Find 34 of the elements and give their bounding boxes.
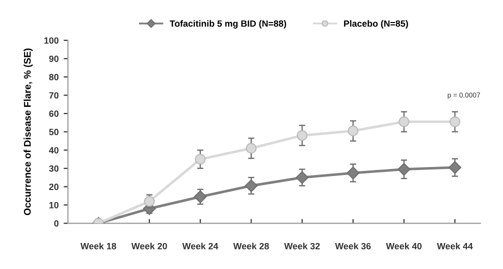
y-tick-label: 30: [49, 165, 59, 172]
point: [346, 166, 360, 180]
x-tick-label: Week 20: [131, 242, 167, 250]
point: [194, 154, 206, 165]
y-tick-label: 10: [49, 202, 59, 208]
x-tick-label: Week 36: [335, 242, 371, 250]
x-tick-label: Week 40: [386, 242, 422, 250]
x-tick-label: Week 32: [284, 242, 320, 250]
point: [296, 130, 308, 141]
y-tick-label: 100: [44, 37, 59, 44]
y-tick-label: 70: [49, 92, 59, 99]
y-tick-label: 60: [49, 110, 59, 117]
point: [244, 179, 258, 192]
point: [296, 171, 309, 184]
point: [448, 161, 462, 174]
y-tick-label: 20: [49, 184, 59, 190]
y-tick-label: 40: [48, 147, 59, 154]
y-tick-label: 50: [49, 128, 59, 136]
y-tick-label: 90: [49, 56, 59, 62]
y-axis-title: Occurrence of Disease Flare, % (SE): [24, 48, 33, 216]
x-tick-label: Week 28: [233, 242, 269, 250]
point: [194, 190, 207, 204]
y-tick-label: 80: [49, 74, 59, 80]
x-tick-label: Week 18: [80, 242, 116, 250]
x-tick-label: Week 24: [182, 242, 218, 250]
y-tick-label: 0: [54, 220, 59, 227]
point: [398, 116, 410, 128]
legend-label: Placebo (N=85): [344, 20, 408, 29]
point: [398, 162, 410, 176]
legend-label: Tofacitinib 5 mg BID (N=88): [170, 20, 286, 29]
x-tick-label: Week 44: [436, 242, 473, 250]
point: [246, 142, 257, 154]
point: [450, 116, 460, 128]
point: [348, 126, 358, 136]
